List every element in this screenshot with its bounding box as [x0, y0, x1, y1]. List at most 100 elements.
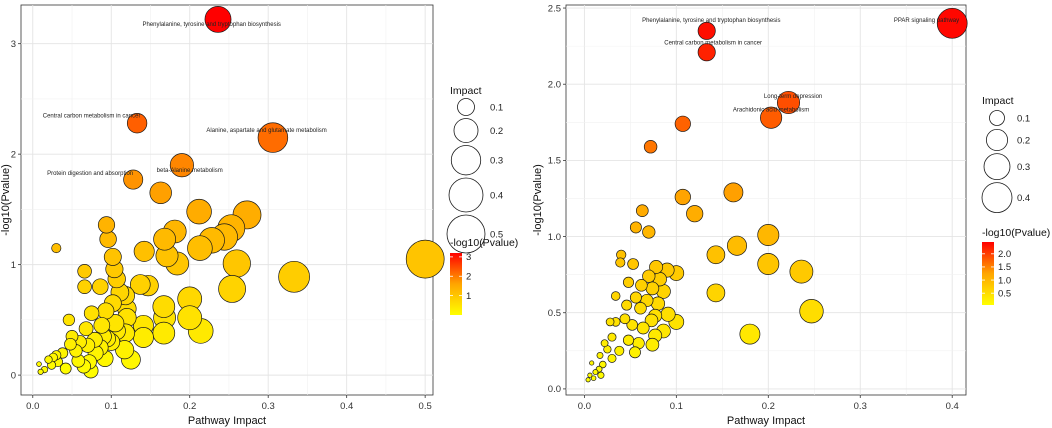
data-point: [97, 302, 115, 320]
size-legend-circle: [983, 153, 1011, 180]
data-point: [597, 371, 605, 379]
data-point: [83, 305, 100, 321]
data-point: [77, 279, 92, 294]
data-point: [132, 327, 154, 348]
size-legend-circle: [450, 145, 482, 176]
data-point: [77, 264, 92, 279]
size-legend-label: 0.1: [1017, 113, 1030, 124]
data-point: [726, 235, 748, 256]
right-y-ticks: 0.0 0.5 1.0 1.5 2.0 2.5: [548, 3, 566, 395]
data-point: [629, 291, 642, 304]
data-point: [97, 216, 116, 234]
data-point: [629, 221, 642, 234]
data-point: [78, 321, 94, 337]
data-point: [36, 361, 42, 367]
data-point: [674, 188, 691, 206]
data-point: [152, 295, 176, 318]
data-point: [44, 355, 53, 364]
data-point: [645, 337, 660, 352]
data-point: [643, 139, 658, 154]
data-point: [64, 337, 77, 351]
left-points: [36, 5, 445, 379]
pathway-label: Central carbon metabolism in cancer: [664, 41, 762, 47]
pathway-label: Phenylalanine, tyrosine and tryptophan b…: [142, 22, 280, 28]
size-legend-label: 0.2: [1017, 135, 1030, 146]
data-point: [686, 205, 704, 223]
data-point: [589, 360, 595, 366]
data-point: [642, 269, 656, 283]
x-tick-label: 0.2: [183, 401, 196, 412]
data-point: [177, 305, 203, 331]
x-tick-label: 0.2: [762, 401, 775, 412]
left-x-axis-label: Pathway Impact: [188, 415, 266, 427]
x-tick-label: 0.5: [419, 401, 432, 412]
y-tick-label: 1.0: [548, 232, 561, 243]
pathway-label: Arachidonic acid metabolism: [733, 108, 809, 114]
data-point: [587, 372, 593, 378]
data-point: [706, 283, 726, 303]
data-point: [592, 369, 599, 376]
data-point: [635, 279, 648, 292]
colorbar-tick-label: 2: [466, 272, 471, 283]
data-point: [619, 313, 631, 325]
colorbar-tick-label: 0.5: [998, 289, 1011, 300]
data-point: [607, 332, 617, 342]
data-point: [123, 169, 144, 190]
data-point: [218, 275, 246, 303]
right-x-axis-label: Pathway Impact: [727, 415, 805, 427]
y-tick-label: 2: [11, 149, 16, 160]
data-point: [590, 375, 597, 381]
data-point: [149, 181, 172, 204]
x-tick-label: 0.0: [26, 401, 39, 412]
data-point: [936, 7, 968, 39]
data-point: [187, 235, 213, 261]
data-point: [153, 227, 176, 251]
left-color-legend-title: -log10(Pvalue): [450, 237, 518, 249]
data-point: [626, 319, 638, 331]
size-legend-circle: [453, 118, 479, 143]
data-point: [799, 299, 824, 324]
x-tick-label: 0.3: [854, 401, 867, 412]
data-point: [605, 317, 615, 327]
size-legend-label: 0.4: [490, 190, 503, 201]
colorbar-tick-label: 1: [466, 291, 471, 302]
y-tick-label: 3: [11, 39, 16, 50]
left-annotations: Phenylalanine, tyrosine and tryptophan b…: [43, 22, 327, 177]
y-tick-label: 0.0: [548, 384, 561, 395]
data-point: [99, 230, 117, 248]
left-x-ticks: 0.0 0.1 0.2 0.3 0.4 0.5: [26, 395, 432, 412]
data-point: [644, 313, 659, 328]
data-point: [130, 274, 151, 295]
data-point: [126, 113, 148, 134]
pathway-label: Protein digestion and absorption: [47, 171, 133, 177]
data-point: [204, 5, 232, 33]
data-point: [660, 306, 676, 322]
right-colorbar-ticks: 0.5 1.0 1.5 2.0: [982, 249, 1011, 300]
right-colorbar: [982, 242, 994, 305]
data-point: [169, 153, 194, 178]
colorbar-tick-label: 2.0: [998, 249, 1011, 260]
data-point: [642, 225, 656, 239]
data-point: [697, 43, 716, 62]
x-tick-label: 0.1: [105, 401, 118, 412]
data-point: [757, 253, 780, 275]
y-tick-label: 1.5: [548, 156, 561, 167]
x-tick-label: 0.4: [340, 401, 353, 412]
y-tick-label: 2.0: [548, 80, 561, 91]
data-point: [636, 321, 650, 335]
data-point: [776, 90, 801, 115]
left-colorbar-ticks: 1 2 3: [450, 252, 471, 302]
right-size-legend: 0.1 0.2 0.3 0.4: [981, 110, 1030, 214]
right-grid: [566, 5, 966, 395]
x-tick-label: 0.4: [946, 401, 959, 412]
right-color-legend-title: -log10(Pvalue): [982, 227, 1050, 239]
colorbar-tick-label: 1.5: [998, 262, 1011, 273]
y-tick-label: 2.5: [548, 3, 561, 14]
pathway-label: beta-Alanine metabolism: [157, 168, 223, 174]
data-point: [51, 243, 62, 254]
data-point: [93, 317, 111, 334]
data-point: [92, 278, 109, 295]
data-point: [634, 301, 647, 315]
